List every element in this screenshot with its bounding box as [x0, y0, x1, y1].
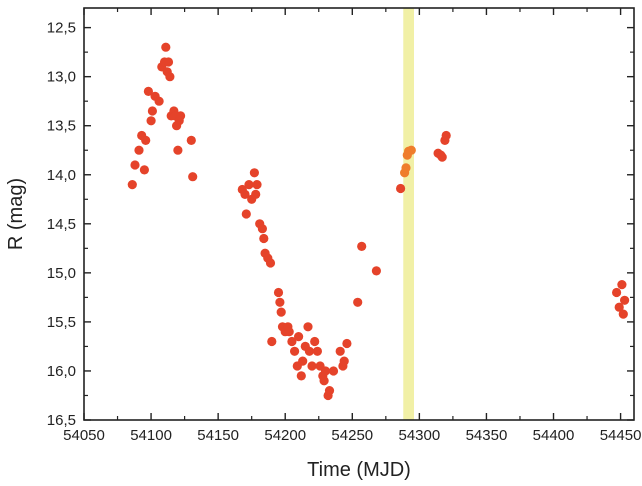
- highlighted-point-1: [401, 163, 411, 173]
- data-point-15: [163, 57, 174, 67]
- data-point-66: [328, 366, 339, 376]
- data-point-79: [441, 130, 451, 141]
- data-point-71: [353, 297, 363, 307]
- data-point-55: [303, 322, 313, 332]
- y-axis-label: R (mag): [5, 178, 27, 250]
- x-tick-label-0: 54050: [63, 427, 105, 444]
- data-point-31: [249, 168, 259, 178]
- data-point-52: [296, 371, 306, 381]
- data-point-83: [618, 309, 628, 319]
- data-point-5: [141, 135, 151, 145]
- plot-frame: [83, 7, 635, 421]
- data-point-81: [614, 302, 624, 312]
- data-point-29: [244, 180, 254, 190]
- data-point-47: [284, 327, 294, 337]
- data-point-72: [357, 241, 367, 251]
- data-point-33: [252, 180, 262, 190]
- data-point-7: [146, 116, 156, 126]
- data-point-84: [620, 295, 630, 305]
- y-tick-label-1: 13,0: [47, 69, 76, 86]
- y-tick-label-6: 15,5: [47, 314, 76, 331]
- data-point-24: [186, 135, 196, 145]
- data-point-63: [320, 366, 331, 376]
- data-point-74: [396, 183, 406, 194]
- y-tick-label-4: 14,5: [47, 216, 76, 233]
- data-point-56: [304, 346, 314, 356]
- x-tick-label-3: 54200: [264, 427, 306, 444]
- data-point-70: [342, 338, 352, 349]
- x-axis-label: Time (MJD): [307, 459, 411, 481]
- data-point-6: [143, 86, 153, 96]
- y-tick-label-8: 16,5: [47, 412, 76, 429]
- data-point-28: [241, 209, 251, 219]
- data-point-42: [275, 297, 285, 307]
- y-tick-label-0: 12,5: [47, 20, 76, 37]
- data-point-40: [267, 336, 277, 347]
- x-tick-label-1: 54100: [130, 427, 172, 444]
- data-point-23: [176, 111, 186, 121]
- data-point-21: [173, 145, 183, 155]
- data-point-69: [339, 356, 349, 366]
- data-point-25: [188, 172, 198, 182]
- data-point-57: [307, 361, 317, 371]
- x-tick-label-4: 54250: [331, 427, 373, 444]
- data-point-35: [257, 224, 267, 234]
- highlighted-point-4: [402, 150, 412, 160]
- data-point-32: [251, 189, 261, 199]
- x-tick-label-6: 54350: [466, 427, 508, 444]
- data-point-48: [287, 336, 297, 347]
- y-tick-label-3: 14,0: [47, 167, 76, 184]
- data-point-13: [161, 42, 171, 52]
- data-point-36: [259, 233, 269, 244]
- data-point-39: [265, 258, 276, 268]
- x-tick-label-8: 54450: [600, 427, 642, 444]
- highlight-band-layer: [403, 8, 414, 420]
- highlight-band: [403, 8, 414, 420]
- data-point-77: [437, 152, 447, 162]
- data-point-49: [290, 346, 300, 356]
- x-tick-label-7: 54400: [533, 427, 575, 444]
- data-point-16: [165, 72, 175, 82]
- data-point-8: [147, 106, 157, 116]
- y-tick-label-5: 15,0: [47, 265, 76, 282]
- data-point-41: [273, 287, 284, 298]
- x-tick-label-2: 54150: [197, 427, 239, 444]
- data-point-73: [371, 266, 381, 276]
- x-tick-label-5: 54300: [399, 427, 441, 444]
- data-point-4: [139, 165, 149, 175]
- data-point-62: [319, 376, 329, 386]
- ticks-layer: 54050 54100 54150 54200 54250 54300 54350 54400…: [47, 8, 642, 444]
- data-point-53: [298, 356, 308, 366]
- data-point-65: [324, 386, 335, 396]
- data-point-51: [294, 332, 304, 342]
- data-point-58: [310, 336, 320, 347]
- data-point-80: [612, 287, 622, 298]
- data-point-0: [127, 180, 137, 190]
- data-point-82: [617, 280, 627, 290]
- y-tick-label-7: 16,0: [47, 363, 76, 380]
- data-point-27: [240, 189, 250, 199]
- data-points-layer: [127, 42, 630, 401]
- data-point-59: [312, 346, 322, 356]
- data-point-10: [154, 96, 164, 106]
- data-point-67: [335, 346, 345, 356]
- data-point-43: [276, 307, 286, 317]
- data-point-1: [130, 160, 140, 170]
- y-tick-label-2: 13,5: [47, 118, 76, 135]
- data-point-2: [134, 145, 144, 155]
